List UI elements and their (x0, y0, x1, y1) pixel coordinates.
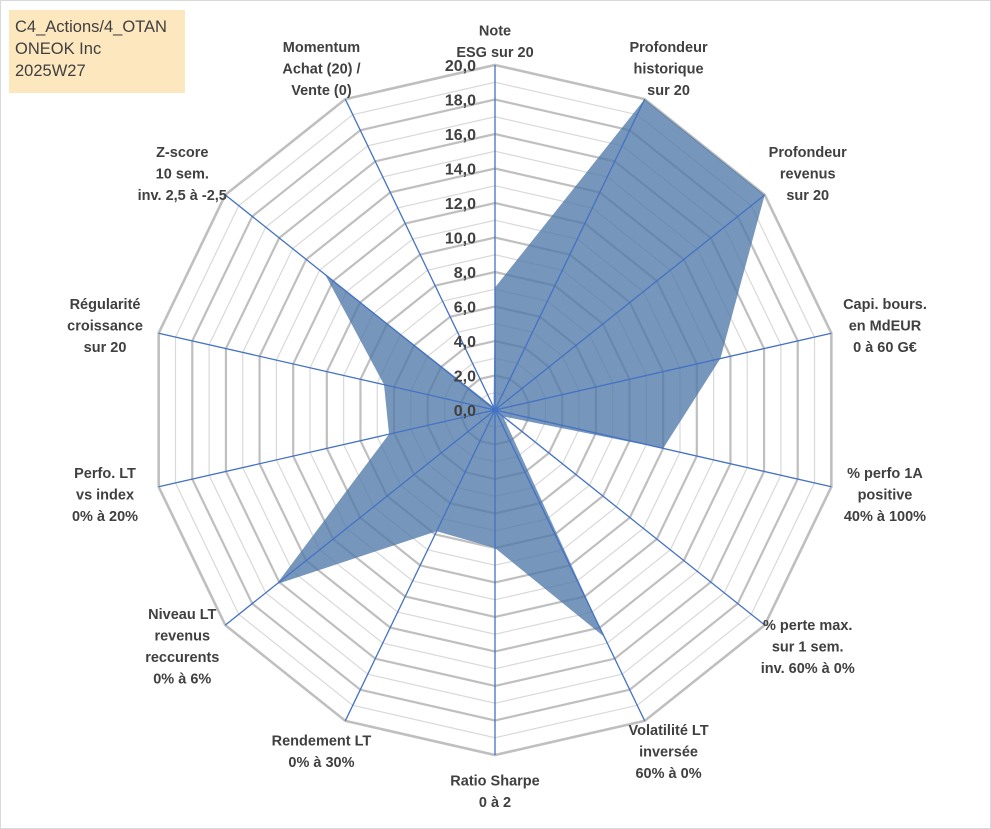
info-box-line-3: 2025W27 (15, 62, 86, 80)
tick-label: 12,0 (445, 196, 476, 213)
axis-line-1 (494, 98, 646, 411)
axis-label-7: Ratio Sharpe 0 à 2 (450, 773, 539, 811)
axis-label-12: Z-score 10 sem. inv. 2,5 à -2,5 (138, 145, 227, 204)
info-box: C4_Actions/4_OTAN ONEOK Inc 2025W27 (9, 10, 185, 93)
tick-label: 18,0 (445, 93, 476, 110)
axis-line-2 (494, 194, 766, 411)
axis-label-11: Régularité croissance sur 20 (67, 297, 143, 356)
tick-label: 2,0 (454, 369, 476, 386)
axis-label-4: % perfo 1A positive 40% à 100% (844, 466, 926, 525)
tick-label: 10,0 (445, 231, 476, 248)
axis-line-9 (224, 409, 496, 626)
axis-line-8 (344, 409, 496, 722)
tick-label: 6,0 (454, 300, 476, 317)
info-box-line-1: C4_Actions/4_OTAN (15, 18, 167, 36)
axis-lines-layer (158, 65, 832, 755)
axis-label-2: Profondeur revenus sur 20 (769, 145, 847, 204)
axis-label-0: Note ESG sur 20 (456, 23, 533, 61)
info-box-line-2: ONEOK Inc (15, 40, 102, 58)
axis-line-3 (494, 332, 832, 411)
tick-label: 14,0 (445, 162, 476, 179)
axis-label-13: Momentum Achat (20) / Vente (0) (282, 40, 360, 99)
axis-label-1: Profondeur historique sur 20 (629, 40, 707, 99)
axis-line-11 (158, 332, 496, 411)
axis-label-9: Niveau LT revenus reccurents 0% à 6% (145, 607, 219, 688)
tick-label: 4,0 (454, 334, 476, 351)
series-area-layer (276, 99, 765, 637)
axis-line-10 (158, 409, 496, 488)
axis-line-5 (494, 409, 766, 626)
axis-line-4 (494, 409, 832, 488)
tick-label: 20,0 (445, 58, 476, 75)
axis-label-10: Perfo. LT vs index 0% à 20% (72, 466, 138, 525)
axis-labels-layer: Note ESG sur 20 Profondeur historique sur 20… (67, 23, 927, 811)
axis-label-6: Volatilité LT inversée 60% à 0% (629, 723, 709, 782)
axis-label-5: % perte max. sur 1 sem. inv. 60% à 0% (761, 618, 855, 677)
tick-label: 0,0 (454, 403, 476, 420)
axis-line-12 (224, 194, 496, 411)
tick-label: 8,0 (454, 265, 476, 282)
axis-line-13 (344, 98, 496, 411)
axis-line-6 (494, 409, 646, 722)
tick-labels-layer: 0,0 2,0 4,0 6,0 8,0 10,0 12,0 14,0 16,0 18,0 20,0 (445, 58, 476, 420)
series-area-0 (276, 99, 765, 637)
tick-label: 16,0 (445, 127, 476, 144)
axis-label-8: Rendement LT 0% à 30% (272, 734, 372, 772)
axis-label-3: Capi. bours. en MdEUR 0 à 60 G€ (843, 297, 927, 356)
